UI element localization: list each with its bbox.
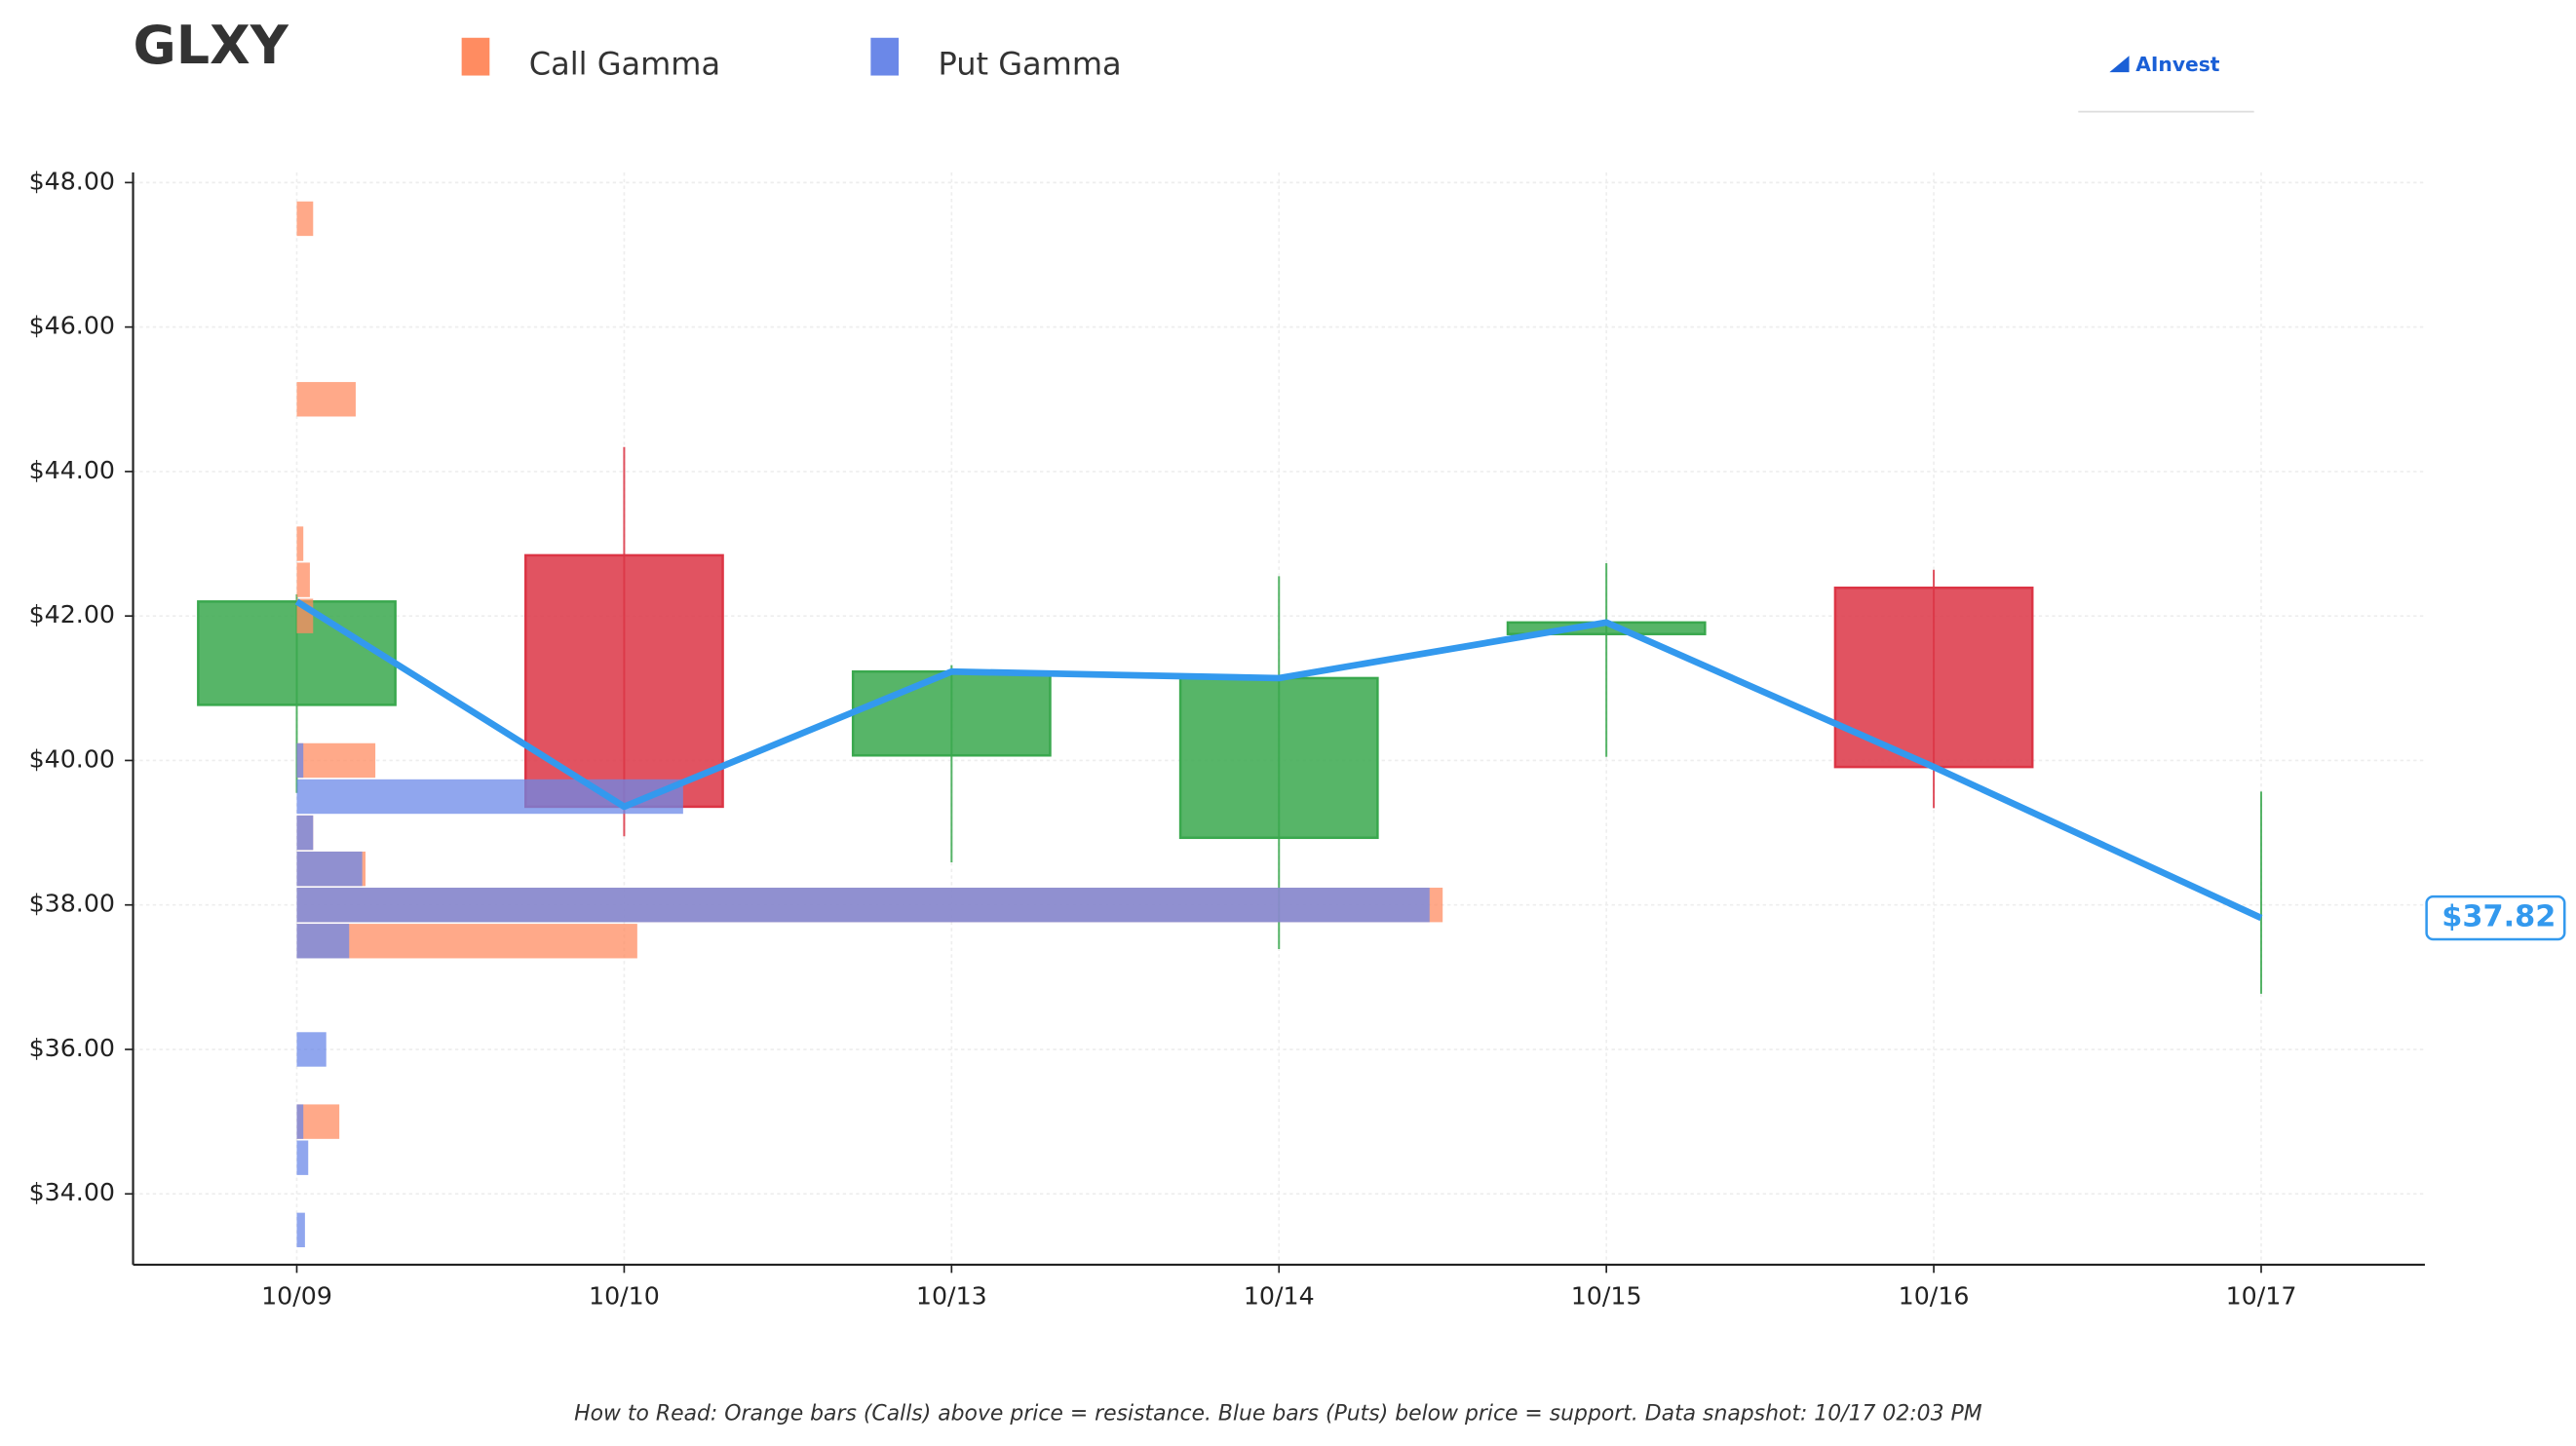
legend-label: Call Gamma (529, 45, 720, 82)
x-tick-label: 10/14 (1244, 1282, 1315, 1311)
gamma-bar (296, 1140, 309, 1175)
legend-label: Put Gamma (938, 45, 1121, 82)
x-tick-label: 10/16 (1899, 1282, 1970, 1311)
x-tick-label: 10/17 (2226, 1282, 2297, 1311)
gamma-bar (296, 1104, 340, 1139)
legend-swatch (870, 37, 900, 76)
y-tick-label: $36.00 (29, 1034, 115, 1062)
gamma-bar (296, 924, 350, 959)
y-tick-label: $38.00 (29, 890, 115, 918)
y-tick-label: $48.00 (29, 167, 115, 195)
footnote: How to Read: Orange bars (Calls) above p… (574, 1401, 1982, 1426)
gamma-bar (296, 526, 304, 561)
gamma-bar (296, 779, 683, 815)
gamma-bar (296, 382, 356, 417)
gamma-bar (296, 1212, 305, 1248)
y-tick-label: $40.00 (29, 744, 115, 773)
x-tick-label: 10/13 (916, 1282, 987, 1311)
gamma-bar (296, 815, 314, 851)
y-tick-label: $46.00 (29, 312, 115, 340)
last-price-label: $37.82 (2441, 900, 2556, 934)
candle-body (851, 669, 1052, 757)
candle-body (524, 553, 724, 809)
x-tick-label: 10/15 (1571, 1282, 1642, 1311)
gamma-bar (296, 851, 363, 887)
gamma-bar (296, 1104, 304, 1139)
gamma-bar (296, 562, 310, 597)
gamma-bar (296, 201, 314, 237)
x-tick-label: 10/09 (261, 1282, 332, 1311)
gamma-bar (296, 742, 376, 779)
plot-root: GLXY Call Gamma Put Gamma AInvest How to… (29, 15, 2566, 1426)
brand: AInvest (2135, 53, 2219, 76)
candle-body (1178, 676, 1379, 840)
gamma-bar (296, 742, 304, 779)
y-tick-label: $44.00 (29, 456, 115, 484)
chart-title: GLXY (134, 15, 289, 76)
last-price-box (2425, 894, 2566, 941)
brand-icon (2109, 56, 2130, 73)
y-tick-label: $34.00 (29, 1178, 115, 1206)
legend-swatch (461, 37, 490, 76)
price-line (294, 598, 2263, 922)
gamma-bar (296, 1032, 327, 1067)
gamma-bar (296, 924, 637, 959)
x-tick-label: 10/10 (589, 1282, 660, 1311)
y-tick-label: $42.00 (29, 600, 115, 628)
gamma-bar (296, 888, 1430, 923)
